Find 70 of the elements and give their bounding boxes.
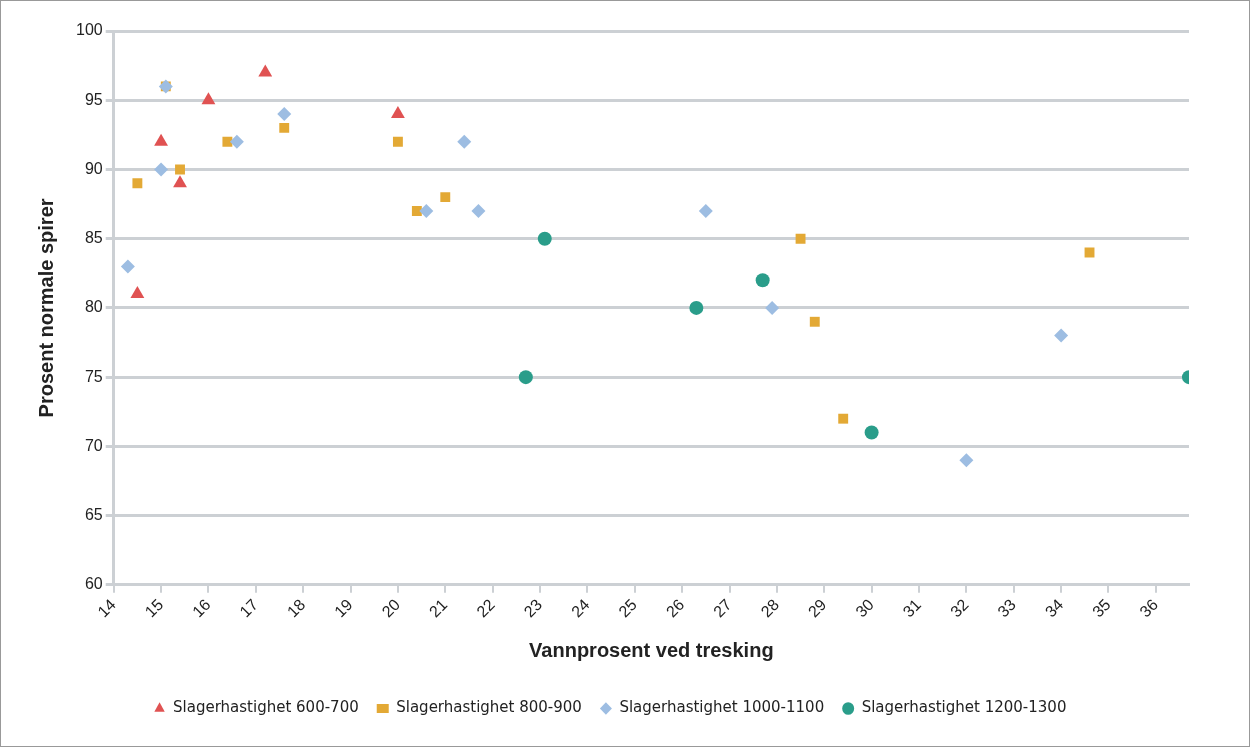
point (457, 134, 472, 149)
x-tick-label: 29 (804, 595, 830, 621)
point (201, 92, 216, 105)
point (809, 316, 820, 327)
point (838, 413, 849, 424)
legend-label: Slagerhastighet 600-700 (173, 698, 359, 717)
x-tick-label: 15 (141, 595, 167, 621)
x-tick-label: 27 (710, 595, 735, 621)
x-tick-label: 34 (1041, 595, 1067, 621)
point (411, 206, 422, 216)
point (864, 425, 879, 440)
point (229, 134, 244, 149)
x-axis-title: Vannprosent ved tresking (529, 638, 774, 661)
x-tick-label: 35 (1089, 595, 1114, 621)
x-tick-label: 23 (520, 595, 546, 621)
y-tick-label: 100 (75, 21, 103, 39)
x-tick-label: 22 (473, 595, 498, 621)
x-tick-label: 20 (378, 595, 404, 621)
point (175, 164, 185, 175)
y-tick-label: 90 (84, 159, 103, 177)
point (440, 192, 451, 203)
x-tick-label: 33 (994, 595, 1020, 621)
x-tick-label: 25 (615, 595, 641, 621)
point (222, 136, 233, 147)
y-tick-label: 65 (84, 506, 103, 524)
point (279, 122, 290, 133)
y-tick-label: 95 (84, 90, 103, 108)
point (755, 273, 770, 288)
x-tick-label: 31 (899, 595, 925, 621)
point (1054, 328, 1069, 343)
legend-label: Slagerhastighet 800-900 (396, 698, 582, 717)
point (698, 204, 713, 218)
point (765, 300, 780, 315)
y-tick-label: 85 (84, 229, 103, 247)
x-tick-label: 14 (94, 595, 119, 621)
point (537, 231, 552, 246)
y-tick-label: 70 (84, 436, 103, 454)
x-tick-label: 30 (852, 595, 877, 621)
point (277, 107, 292, 122)
x-tick-label: 19 (331, 595, 356, 621)
x-tick-label: 21 (425, 595, 451, 621)
point (518, 370, 533, 385)
point (154, 162, 169, 177)
x-tick-label: 32 (946, 595, 972, 621)
legend-label: Slagerhastighet 1200-1300 (861, 698, 1067, 717)
point (471, 204, 486, 218)
x-tick-label: 26 (662, 595, 688, 621)
point (258, 64, 273, 77)
point (795, 233, 806, 244)
point (419, 204, 434, 218)
x-tick-label: 28 (757, 595, 783, 621)
point (130, 286, 145, 299)
point (120, 259, 135, 274)
x-tick-label: 36 (1136, 595, 1162, 621)
point (959, 453, 974, 468)
point (689, 300, 704, 315)
legend-label: Slagerhastighet 1000-1100 (619, 698, 825, 717)
point (390, 106, 405, 119)
y-tick-label: 80 (84, 298, 103, 316)
point (392, 136, 403, 147)
x-tick-label: 18 (283, 595, 309, 621)
point (132, 178, 143, 189)
y-tick-label: 75 (84, 367, 103, 385)
y-tick-label: 60 (84, 575, 103, 593)
x-tick-label: 17 (236, 595, 262, 621)
x-tick-label: 16 (189, 595, 214, 621)
x-tick-label: 24 (568, 595, 593, 621)
point (173, 175, 187, 188)
y-axis-title: Prosent normale spirer (34, 198, 57, 418)
point (154, 133, 168, 146)
